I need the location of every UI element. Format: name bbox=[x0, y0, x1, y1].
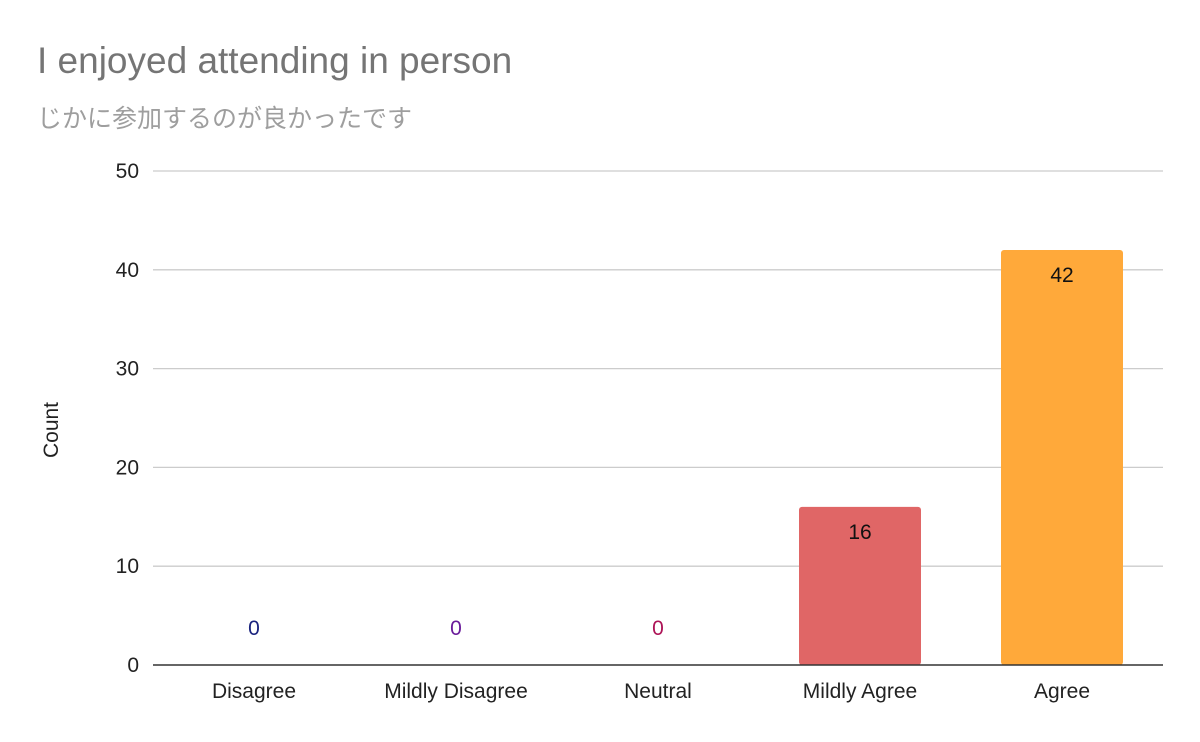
y-tick-label: 10 bbox=[116, 555, 139, 578]
x-tick-label: Mildly Agree bbox=[803, 680, 917, 703]
x-tick-label: Mildly Disagree bbox=[384, 680, 528, 703]
x-tick-label: Agree bbox=[1034, 680, 1090, 703]
data-label: 0 bbox=[652, 617, 664, 640]
chart-subtitle: じかに参加するのが良かったです bbox=[37, 104, 413, 133]
bar bbox=[1001, 250, 1123, 666]
y-tick-label: 30 bbox=[116, 358, 139, 381]
data-label: 0 bbox=[450, 617, 462, 640]
y-tick-label: 0 bbox=[127, 654, 139, 677]
bar bbox=[799, 506, 921, 665]
y-axis-title: Count bbox=[40, 402, 63, 458]
x-tick-label: Disagree bbox=[212, 680, 296, 703]
y-tick-label: 20 bbox=[116, 456, 139, 479]
data-label: 0 bbox=[248, 617, 260, 640]
data-label: 42 bbox=[1050, 264, 1073, 287]
x-tick-label: Neutral bbox=[624, 680, 692, 703]
data-label: 16 bbox=[848, 521, 871, 544]
y-tick-label: 50 bbox=[116, 160, 139, 183]
y-tick-label: 40 bbox=[116, 259, 139, 282]
chart-title: I enjoyed attending in person bbox=[37, 40, 513, 81]
